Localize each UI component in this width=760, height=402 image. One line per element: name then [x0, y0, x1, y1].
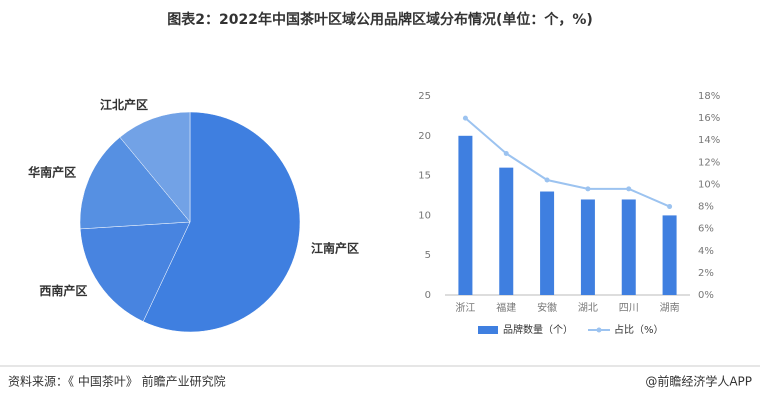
pie-slice	[119, 111, 191, 223]
x-tick-label: 四川	[619, 303, 639, 314]
y2-tick-label: 10%	[698, 179, 720, 190]
legend-label: 占比（%）	[614, 323, 664, 336]
x-tick-label: 浙江	[455, 302, 475, 314]
x-tick-label: 湖北	[578, 302, 598, 314]
bar	[458, 135, 473, 295]
line-point	[626, 186, 632, 192]
y2-tick-label: 8%	[698, 202, 714, 213]
pie-label: 江南产区	[311, 241, 359, 256]
y-tick-label: 15	[418, 171, 431, 182]
y2-tick-label: 4%	[698, 246, 714, 257]
pie-label: 华南产区	[28, 164, 76, 179]
legend-swatch	[478, 326, 498, 334]
line-point	[667, 204, 673, 210]
y-tick-label: 0	[425, 290, 431, 301]
source: 资料来源：《 中国茶叶》 前瞻产业研究院	[8, 374, 226, 389]
line-point	[544, 177, 550, 183]
bar	[499, 167, 514, 295]
y2-tick-label: 2%	[698, 268, 714, 279]
y-tick-label: 25	[418, 91, 431, 102]
y2-tick-label: 0%	[698, 290, 714, 301]
y2-tick-label: 16%	[698, 113, 720, 124]
y-tick-label: 20	[418, 131, 431, 142]
y-tick-label: 5	[425, 250, 431, 261]
y-tick-label: 10	[418, 210, 431, 221]
x-tick-label: 安徽	[537, 301, 557, 314]
title: 图表2：2022年中国茶叶区域公用品牌区域分布情况(单位：个，%)	[167, 11, 593, 28]
pie-slice	[142, 111, 301, 333]
line	[464, 117, 670, 208]
y2-tick-label: 14%	[698, 135, 720, 146]
bar	[662, 215, 677, 295]
bar	[621, 199, 636, 295]
bar	[540, 191, 555, 295]
pie-slice	[79, 136, 191, 230]
legend-label: 品牌数量（个）	[503, 323, 573, 336]
pie-slice	[79, 221, 191, 322]
y2-tick-label: 12%	[698, 157, 720, 168]
y2-tick-label: 6%	[698, 224, 714, 235]
brand: @前瞻经济学人APP	[645, 374, 752, 389]
bar	[580, 199, 595, 295]
pie-label: 西南产区	[39, 283, 87, 298]
pie-label: 江北产区	[100, 97, 148, 112]
line-point	[462, 115, 468, 121]
line-point	[585, 186, 591, 192]
x-tick-label: 福建	[496, 301, 516, 314]
legend-swatch	[596, 327, 602, 333]
line-point	[503, 150, 509, 156]
x-tick-label: 湖南	[660, 301, 680, 314]
y2-tick-label: 18%	[698, 91, 720, 102]
